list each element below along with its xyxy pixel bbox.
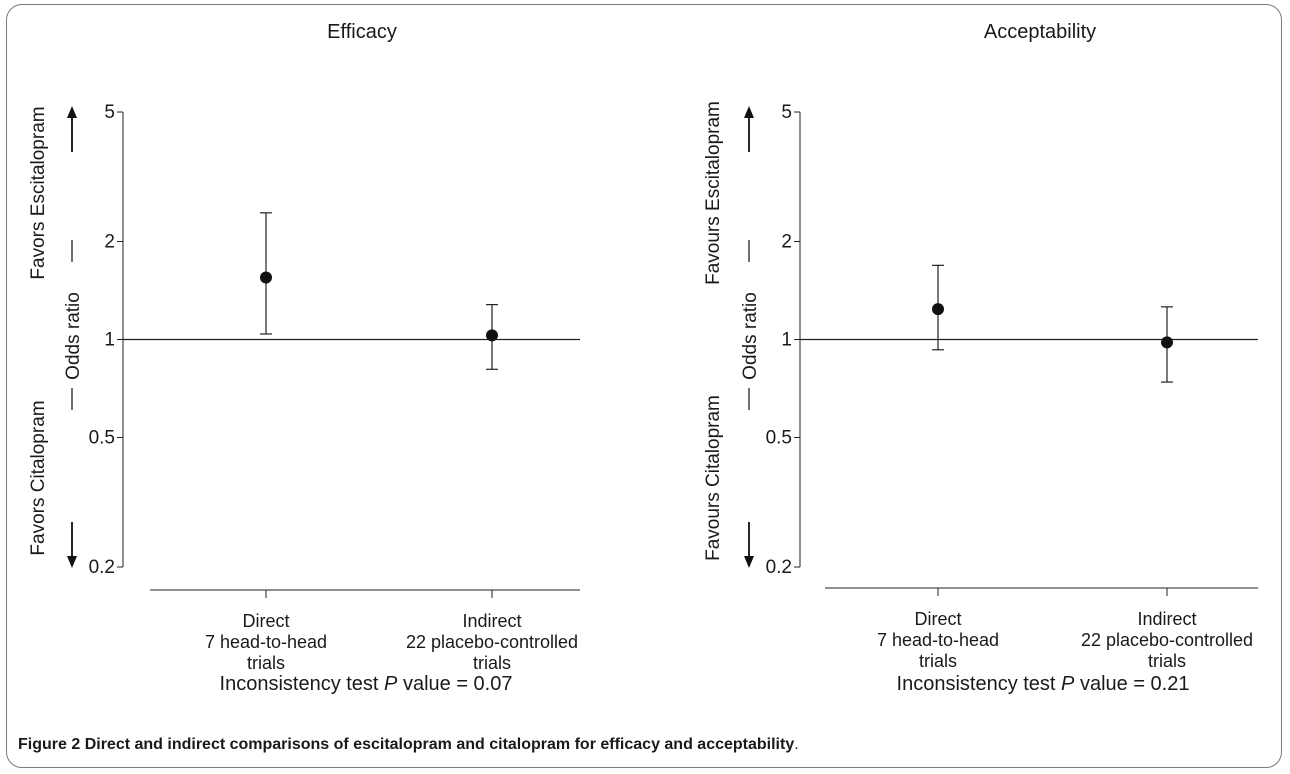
figure-caption: Figure 2 Direct and indirect comparisons… <box>18 736 799 754</box>
point-estimate <box>260 271 272 284</box>
footer-p: P <box>384 673 398 695</box>
footer-suffix: value = 0.07 <box>397 673 512 695</box>
x-category-label: trials <box>247 653 285 673</box>
favours-lower-label: Favours Citalopram <box>703 395 724 561</box>
inconsistency-test-label: Inconsistency test P value = 0.21 <box>897 673 1190 695</box>
x-category-label: trials <box>919 651 957 671</box>
x-category-label: 7 head-to-head <box>205 632 327 652</box>
favours-upper-label: Favors Escitalopram <box>28 106 49 279</box>
y-tick-label: 2 <box>104 232 115 253</box>
y-tick-label: 1 <box>104 330 115 351</box>
y-tick-label: 5 <box>104 102 115 123</box>
x-category-label: Direct <box>914 609 961 629</box>
point-estimate <box>932 303 944 316</box>
x-category-label: Indirect <box>462 611 521 631</box>
x-category-label: trials <box>1148 651 1186 671</box>
x-category-label: 22 placebo-controlled <box>1081 630 1253 650</box>
footer-prefix: Inconsistency test <box>220 673 385 695</box>
x-category-label: trials <box>473 653 511 673</box>
caption-text: Direct and indirect comparisons of escit… <box>84 736 795 753</box>
footer-prefix: Inconsistency test <box>897 673 1062 695</box>
point-estimate <box>1161 336 1173 349</box>
footer-p: P <box>1061 673 1075 695</box>
x-category-label: 7 head-to-head <box>877 630 999 650</box>
x-category-label: 22 placebo-controlled <box>406 632 578 652</box>
x-category-label: Direct <box>242 611 289 631</box>
y-tick-label: 0.2 <box>766 557 792 578</box>
figure-frame <box>6 4 1282 768</box>
y-tick-label: 0.5 <box>89 427 115 448</box>
caption-end: . <box>794 736 799 753</box>
y-tick-label: 2 <box>781 232 792 253</box>
y-tick-label: 5 <box>781 102 792 123</box>
point-estimate <box>486 329 498 342</box>
y-tick-label: 0.5 <box>766 427 792 448</box>
x-category-label: Indirect <box>1137 609 1196 629</box>
favours-upper-label: Favours Escitalopram <box>703 101 724 285</box>
inconsistency-test-label: Inconsistency test P value = 0.07 <box>220 673 513 695</box>
arrow-up-icon <box>744 106 754 118</box>
y-axis-label: Odds ratio <box>63 292 84 380</box>
footer-suffix: value = 0.21 <box>1074 673 1189 695</box>
arrow-down-icon <box>67 556 77 568</box>
chart-title: Acceptability <box>984 21 1096 43</box>
favours-lower-label: Favors Citalopram <box>28 400 49 555</box>
y-tick-label: 1 <box>781 330 792 351</box>
arrow-up-icon <box>67 106 77 118</box>
figure-label: Figure 2 <box>18 736 81 753</box>
y-tick-label: 0.2 <box>89 557 115 578</box>
arrow-down-icon <box>744 556 754 568</box>
chart-title: Efficacy <box>327 21 397 43</box>
y-axis-label: Odds ratio <box>740 292 761 380</box>
